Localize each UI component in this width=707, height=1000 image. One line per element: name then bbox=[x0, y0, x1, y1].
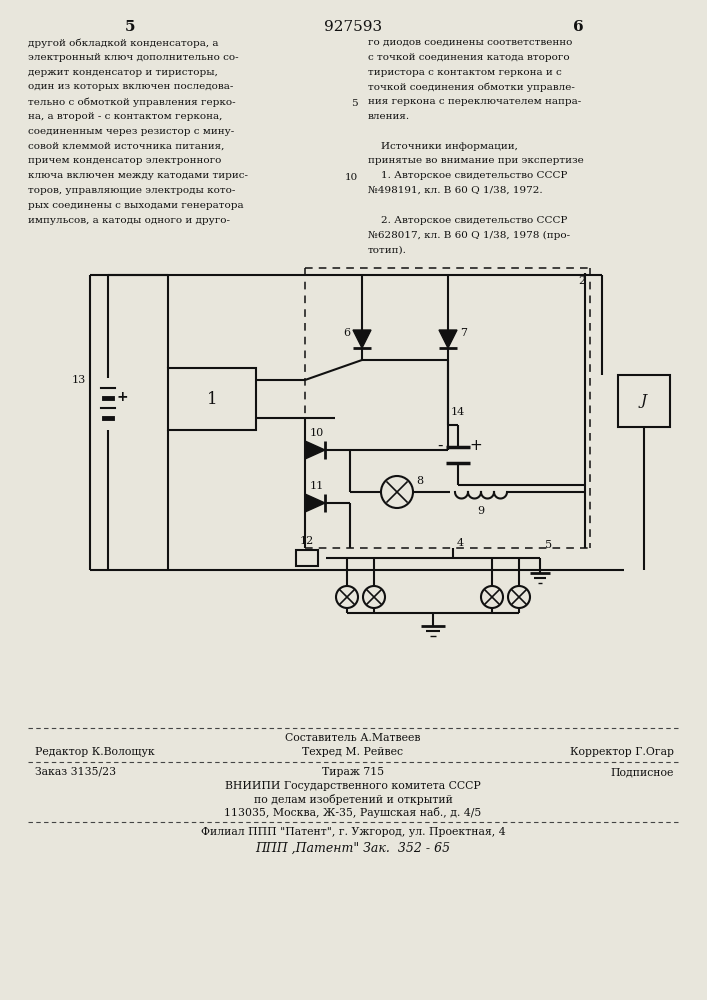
Text: 13: 13 bbox=[71, 375, 86, 385]
Text: 5: 5 bbox=[124, 20, 135, 34]
Text: Заказ 3135/23: Заказ 3135/23 bbox=[35, 767, 116, 777]
Text: №498191, кл. В 60 Q 1/38, 1972.: №498191, кл. В 60 Q 1/38, 1972. bbox=[368, 186, 543, 195]
Text: ния геркона с переключателем напра-: ния геркона с переключателем напра- bbox=[368, 97, 581, 106]
Text: ключа включен между катодами тирис-: ключа включен между катодами тирис- bbox=[28, 171, 248, 180]
Text: 5: 5 bbox=[545, 540, 552, 550]
Text: с точкой соединения катода второго: с точкой соединения катода второго bbox=[368, 53, 570, 62]
Text: 6: 6 bbox=[573, 20, 583, 34]
Bar bbox=[296, 550, 318, 566]
Text: рых соединены с выходами генератора: рых соединены с выходами генератора bbox=[28, 201, 244, 210]
Text: 2: 2 bbox=[578, 276, 585, 286]
Text: -: - bbox=[437, 438, 443, 452]
Text: Тираж 715: Тираж 715 bbox=[322, 767, 384, 777]
Text: 11: 11 bbox=[310, 481, 325, 491]
Text: 10: 10 bbox=[310, 428, 325, 438]
Text: один из которых включен последова-: один из которых включен последова- bbox=[28, 82, 233, 91]
Bar bbox=[618, 375, 670, 427]
Bar bbox=[168, 368, 256, 430]
Text: держит конденсатор и тиристоры,: держит конденсатор и тиристоры, bbox=[28, 68, 218, 77]
Text: вления.: вления. bbox=[368, 112, 410, 121]
Text: 9: 9 bbox=[477, 506, 484, 516]
Text: Источники информации,: Источники информации, bbox=[368, 142, 518, 151]
Text: 4: 4 bbox=[457, 538, 464, 548]
Text: 927593: 927593 bbox=[324, 20, 382, 34]
Text: соединенным через резистор с мину-: соединенным через резистор с мину- bbox=[28, 127, 234, 136]
Text: 8: 8 bbox=[416, 476, 423, 486]
Text: ППП ,Патент" Зак.  352 - 65: ППП ,Патент" Зак. 352 - 65 bbox=[255, 842, 450, 855]
Text: точкой соединения обмотки управле-: точкой соединения обмотки управле- bbox=[368, 82, 575, 92]
Text: принятые во внимание при экспертизе: принятые во внимание при экспертизе bbox=[368, 156, 584, 165]
Text: Филиал ППП "Патент", г. Ужгород, ул. Проектная, 4: Филиал ППП "Патент", г. Ужгород, ул. Про… bbox=[201, 827, 506, 837]
Text: го диодов соединены соответственно: го диодов соединены соответственно bbox=[368, 38, 573, 47]
Text: Техред М. Рейвес: Техред М. Рейвес bbox=[303, 747, 404, 757]
Text: тиристора с контактом геркона и с: тиристора с контактом геркона и с bbox=[368, 68, 562, 77]
Polygon shape bbox=[305, 441, 325, 459]
Text: 1: 1 bbox=[206, 390, 217, 408]
Text: по делам изобретений и открытий: по делам изобретений и открытий bbox=[254, 794, 452, 805]
Polygon shape bbox=[439, 330, 457, 348]
Text: №628017, кл. В 60 Q 1/38, 1978 (про-: №628017, кл. В 60 Q 1/38, 1978 (про- bbox=[368, 230, 570, 240]
Text: другой обкладкой конденсатора, а: другой обкладкой конденсатора, а bbox=[28, 38, 218, 47]
Text: Корректор Г.Огар: Корректор Г.Огар bbox=[570, 747, 674, 757]
Text: 7: 7 bbox=[460, 328, 467, 338]
Text: 14: 14 bbox=[451, 407, 465, 417]
Text: 10: 10 bbox=[345, 173, 358, 182]
Text: 12: 12 bbox=[300, 536, 314, 546]
Text: тельно с обмоткой управления герко-: тельно с обмоткой управления герко- bbox=[28, 97, 235, 107]
Text: 113035, Москва, Ж-35, Раушская наб., д. 4/5: 113035, Москва, Ж-35, Раушская наб., д. … bbox=[224, 807, 481, 818]
Text: 6: 6 bbox=[343, 328, 350, 338]
Text: +: + bbox=[116, 390, 128, 404]
Text: причем конденсатор электронного: причем конденсатор электронного bbox=[28, 156, 221, 165]
Text: торов, управляющие электроды кото-: торов, управляющие электроды кото- bbox=[28, 186, 235, 195]
Text: Составитель А.Матвеев: Составитель А.Матвеев bbox=[285, 733, 421, 743]
Text: электронный ключ дополнительно со-: электронный ключ дополнительно со- bbox=[28, 53, 239, 62]
Text: совой клеммой источника питания,: совой клеммой источника питания, bbox=[28, 142, 224, 151]
Text: J: J bbox=[641, 394, 647, 408]
Text: 1. Авторское свидетельство СССР: 1. Авторское свидетельство СССР bbox=[368, 171, 568, 180]
Text: 5: 5 bbox=[351, 99, 358, 108]
Text: Подписное: Подписное bbox=[611, 767, 674, 777]
Text: тотип).: тотип). bbox=[368, 245, 407, 254]
Polygon shape bbox=[353, 330, 371, 348]
Text: Редактор К.Волощук: Редактор К.Волощук bbox=[35, 747, 155, 757]
Text: на, а второй - с контактом геркона,: на, а второй - с контактом геркона, bbox=[28, 112, 223, 121]
Text: импульсов, а катоды одного и друго-: импульсов, а катоды одного и друго- bbox=[28, 216, 230, 225]
Polygon shape bbox=[305, 494, 325, 512]
Text: ВНИИПИ Государственного комитета СССР: ВНИИПИ Государственного комитета СССР bbox=[225, 781, 481, 791]
Text: +: + bbox=[469, 438, 482, 452]
Text: 2. Авторское свидетельство СССР: 2. Авторское свидетельство СССР bbox=[368, 216, 568, 225]
